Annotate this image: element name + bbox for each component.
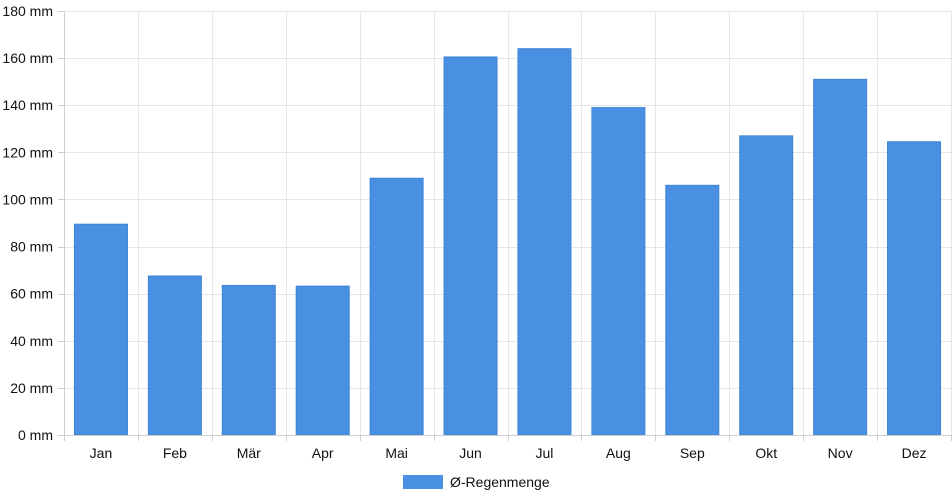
bar-dez[interactable] — [887, 141, 942, 436]
axis-layer — [58, 11, 952, 441]
x-tick-label: Feb — [163, 445, 187, 461]
y-tick-label: 0 mm — [18, 427, 53, 443]
x-tick-label: Jun — [459, 445, 482, 461]
bar-jan[interactable] — [73, 223, 128, 436]
bar-jul[interactable] — [517, 48, 572, 436]
legend-swatch[interactable] — [403, 475, 443, 489]
bar-mär[interactable] — [221, 284, 276, 436]
x-tick-label: Apr — [312, 445, 334, 461]
bar-mai[interactable] — [369, 177, 424, 436]
y-tick-label: 100 mm — [2, 191, 53, 207]
y-tick-label: 120 mm — [2, 144, 53, 160]
bar-aug[interactable] — [591, 107, 646, 436]
y-tick-label: 60 mm — [10, 286, 53, 302]
y-tick-label: 160 mm — [2, 50, 53, 66]
bar-apr[interactable] — [295, 285, 350, 436]
legend-label[interactable]: Ø-Regenmenge — [450, 474, 550, 490]
y-tick-labels: 0 mm 20 mm 40 mm 60 mm 80 mm 100 mm 120 mm 140 … — [2, 3, 53, 443]
x-tick-label: Jul — [536, 445, 554, 461]
y-tick-label: 140 mm — [2, 97, 53, 113]
y-tick-label: 80 mm — [10, 239, 53, 255]
bar-jun[interactable] — [443, 56, 498, 436]
x-tick-label: Nov — [828, 445, 853, 461]
bars-layer — [73, 48, 942, 436]
y-tick-label: 40 mm — [10, 333, 53, 349]
legend[interactable]: Ø-Regenmenge — [403, 474, 550, 490]
y-tick-label: 20 mm — [10, 380, 53, 396]
x-tick-label: Jan — [90, 445, 113, 461]
x-tick-label: Okt — [755, 445, 777, 461]
x-tick-label: Sep — [680, 445, 705, 461]
x-tick-label: Aug — [606, 445, 631, 461]
x-tick-labels: Jan Feb Mär Apr Mai Jun Jul Aug Sep Okt Nov Dez — [90, 445, 927, 461]
x-tick-label: Dez — [902, 445, 927, 461]
bar-sep[interactable] — [665, 184, 720, 436]
bar-okt[interactable] — [739, 135, 794, 436]
x-tick-label: Mär — [237, 445, 261, 461]
x-tick-label: Mai — [385, 445, 408, 461]
bar-feb[interactable] — [147, 275, 202, 436]
bar-nov[interactable] — [813, 78, 868, 436]
y-tick-label: 180 mm — [2, 3, 53, 19]
